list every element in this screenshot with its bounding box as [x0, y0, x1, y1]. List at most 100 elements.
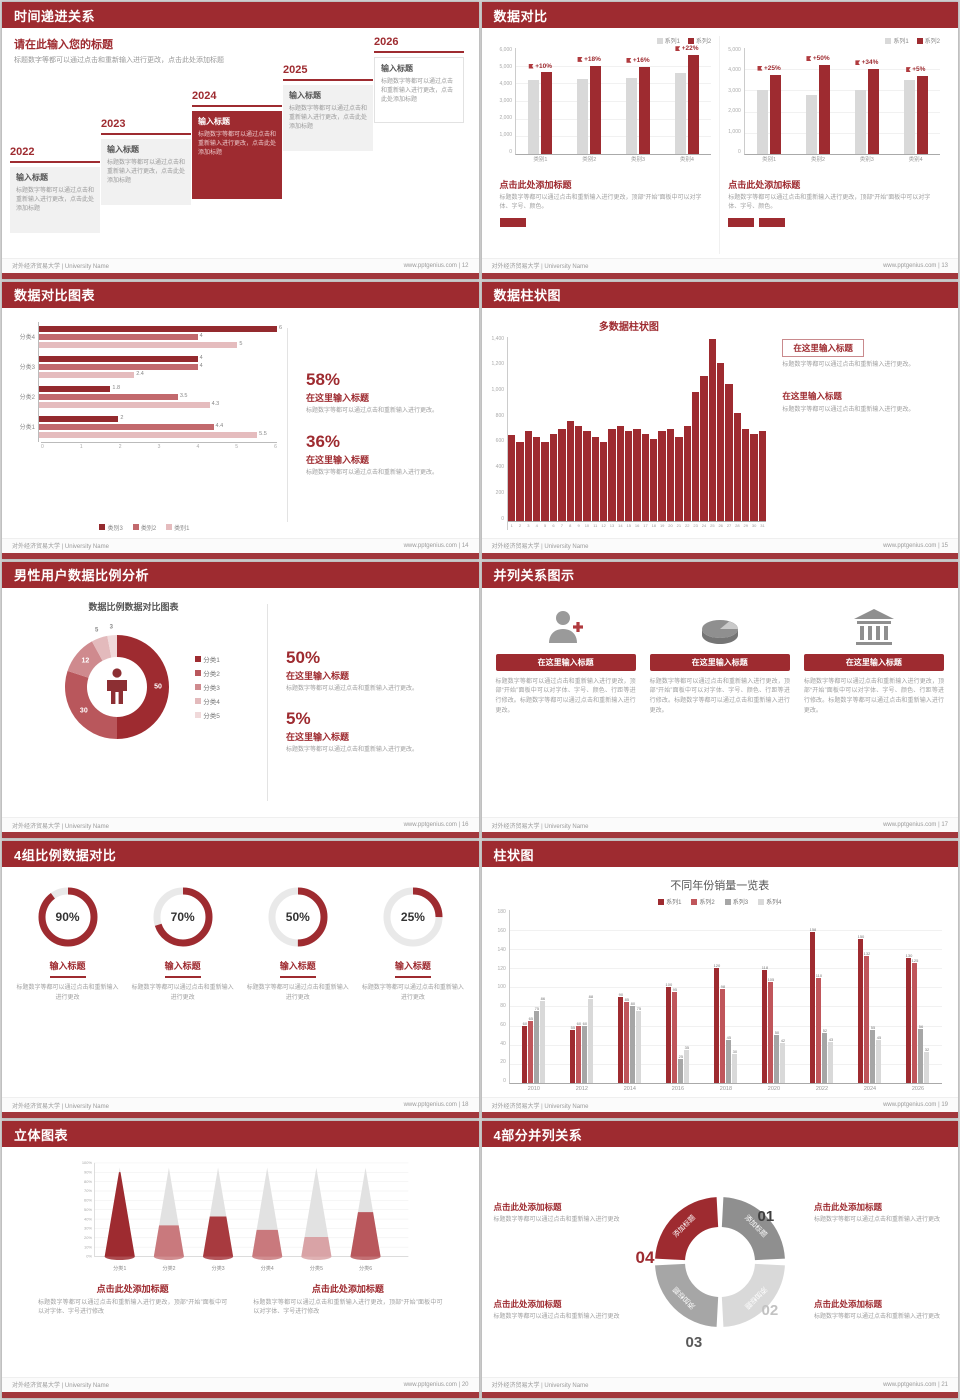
chip-row	[728, 217, 940, 227]
cone-captions: 点击此处添加标题 标题数字等都可以通过点击和重新输入进行更改，顶部“开始”面板中…	[12, 1276, 469, 1373]
gb-grid	[509, 987, 942, 989]
panel-title: 点击此处添加标题	[499, 180, 572, 190]
hb-row: 分类1 2 4.4 5.5	[12, 411, 277, 442]
red-chip	[499, 217, 526, 227]
footer-accent-bar	[2, 272, 479, 279]
g4-val: 55	[570, 1025, 576, 1031]
gb-grid	[516, 118, 712, 120]
flag-icon	[855, 60, 861, 66]
b31-xl: 19	[659, 522, 665, 528]
hb-bar: 5	[39, 342, 277, 348]
g4-val: 60	[576, 1020, 582, 1026]
slide-19[interactable]: 柱状图 不同年份销量一览表 系列1 系列2 系列3 系列4 180 160 140 120 1…	[481, 841, 959, 1119]
male-person-icon	[107, 667, 128, 704]
person-add-icon	[546, 604, 586, 650]
slide-footer: 对外经济贸易大学 | University Name www.pptgenius…	[2, 257, 479, 273]
b31-xl: 29	[743, 522, 748, 528]
gauge-body: 标题数字等都可以通过点击和重新输入进行更改	[16, 985, 119, 1001]
g4-bw: 86	[540, 910, 546, 1084]
footer-right-text: www.pptgenius.com | 19	[883, 1102, 948, 1109]
svg-text:60%: 60%	[84, 1198, 92, 1203]
slide-20-body: 100% 90% 80% 70% 60% 50% 40% 30% 20% 10% 0% 分类1 分类2 分…	[2, 1147, 479, 1377]
grouped-bar-chart: 5,000 4,000 3,000 2,000 1,000 0 +25% 类别1 +50% 类别2…	[728, 48, 940, 164]
gb-groups: 60 65 75 86 2010 55 60 60 88 2012 90 85 80 75 2014 100 9…	[510, 910, 942, 1091]
slide-16[interactable]: 男性用户数据比例分析 数据比例数据对比图表 50 30 12 5 3 分类1 分类2 分类3…	[2, 561, 479, 839]
slide-21[interactable]: 4部分并列关系 点击此处添加标题 标题数字等都可以通过点击和重新输入进行更改 点…	[481, 1121, 958, 1398]
legend-item: 系列2	[691, 897, 715, 906]
hb-lab: 分类1	[19, 425, 35, 432]
timeline-year: 2023	[101, 118, 126, 130]
gb-g: +10% 类别1	[516, 48, 565, 162]
gb-bars	[528, 48, 553, 154]
gb-grid	[516, 101, 712, 102]
slide-13[interactable]: 数据对比 系列1 系列2 6,000 5,000 4,000 3,000 2,000 1,0…	[481, 2, 958, 279]
gauge-title: 输入标题	[394, 961, 431, 972]
g4-bw: 158	[810, 910, 816, 1084]
slide-15[interactable]: 数据柱状图 多数据柱状图 1,400 1,200 1,000 800 600 400 200…	[481, 281, 958, 559]
slide-footer: 对外经济贸易大学 | University Name www.pptgenius…	[2, 1376, 479, 1392]
b31-bars	[508, 337, 767, 522]
gb-plot: +25% 类别1 +50% 类别2 +34% 类别3 +5% 类别4	[743, 48, 940, 162]
hb-bar: 1.8	[39, 386, 277, 392]
gb-bar	[854, 90, 866, 154]
hb-lab: 分类3	[19, 365, 35, 372]
b31-xl: 27	[726, 522, 732, 528]
g4-g: 118 105 50 42 2020	[750, 910, 798, 1091]
b31-xl: 10	[584, 522, 590, 528]
gb-bars	[626, 48, 651, 154]
gb-g: +16% 类别3	[614, 48, 663, 162]
b31-bar	[691, 391, 700, 521]
g4-bar	[822, 1033, 828, 1084]
slide-14[interactable]: 数据对比图表 分类4 6 4 5 分类3 4 4 2.4 分类2 1.8 3.5 4.3 分类1 2 4.4…	[2, 281, 479, 559]
footer-accent-bar	[2, 1112, 479, 1119]
hb-fill	[39, 333, 198, 340]
slide-19-body: 不同年份销量一览表 系列1 系列2 系列3 系列4 180 160 140 120 100 80…	[482, 867, 959, 1097]
gb-grid	[744, 111, 940, 113]
b31-bar	[625, 431, 633, 521]
gb-cat: 2020	[767, 1085, 781, 1092]
g4-bar	[864, 956, 870, 1084]
g4-bw: 45	[726, 910, 732, 1084]
footer-right-text: www.pptgenius.com | 15	[883, 542, 948, 549]
b31-bar	[700, 376, 708, 521]
timeline-box: 输入标题 标题数字等都可以通过点击和重新输入进行更改，点击此处添加标题	[101, 139, 191, 205]
gauge-label: 50%	[285, 910, 310, 925]
g4-val: 80	[630, 1001, 636, 1007]
b31-bar	[616, 426, 625, 521]
b31-xl: 8	[569, 522, 572, 528]
parallel-column-3: 在这里输入标题 标题数字等都可以通过点击和重新输入进行更改，顶部“开始”面板中可…	[803, 604, 945, 810]
footer-accent-bar	[2, 1391, 479, 1398]
g4-bar	[540, 1000, 546, 1084]
block-body: 标题数字等都可以通过点击和重新输入进行更改	[493, 1217, 620, 1224]
hb-t: 4	[196, 443, 200, 450]
svg-text:3: 3	[110, 624, 114, 630]
g4-bw: 65	[528, 910, 534, 1084]
timeline-line	[283, 79, 373, 81]
gb-bar	[805, 94, 817, 154]
hb-fill	[39, 371, 135, 378]
gb-pct: +22%	[675, 46, 699, 53]
parallel-column-2: 在这里输入标题 标题数字等都可以通过点击和重新输入进行更改，顶部“开始”面板中可…	[649, 604, 790, 810]
slide-18[interactable]: 4组比例数据对比 90% 输入标题 标题数字等都可以通过点击和重新输入进行更改 …	[2, 841, 479, 1119]
gb-groups: +25% 类别1 +50% 类别2 +34% 类别3 +5% 类别4	[745, 48, 940, 162]
g4-bw: 150	[858, 910, 864, 1084]
yt: 1,000	[491, 387, 505, 394]
gauge-body: 标题数字等都可以通过点击和重新输入进行更改	[361, 985, 464, 1001]
slide-12[interactable]: 时间递进关系 请在此输入您的标题 标题数字等都可以通过点击和重新输入进行更改，点…	[2, 2, 479, 279]
g4-bw: 95	[672, 910, 678, 1084]
gb-bar	[818, 64, 830, 154]
b31-bar	[599, 441, 608, 521]
slide-17[interactable]: 并列关系图示 在这里输入标题 标题数字等都可以通过点击和重新输入进行更改，顶部“…	[481, 561, 958, 839]
g4-bar	[828, 1041, 834, 1084]
b31-xl: 18	[651, 522, 657, 528]
b31-bar	[541, 441, 549, 521]
gb-g: +25% 类别1	[745, 48, 794, 162]
timeline-box-title: 输入标题	[289, 91, 321, 100]
g4-bar	[816, 977, 822, 1084]
slide-20[interactable]: 立体图表 100% 90% 80% 70% 60% 50% 40% 30% 20% 10% 0% 分类…	[2, 1121, 479, 1398]
g4-g: 120 98 45 30 2018	[702, 910, 750, 1091]
b31-xl: 20	[668, 522, 673, 528]
gb-pct: +18%	[577, 56, 601, 64]
hb-t: 6	[274, 443, 277, 450]
panel-title: 点击此处添加标题	[728, 180, 801, 190]
